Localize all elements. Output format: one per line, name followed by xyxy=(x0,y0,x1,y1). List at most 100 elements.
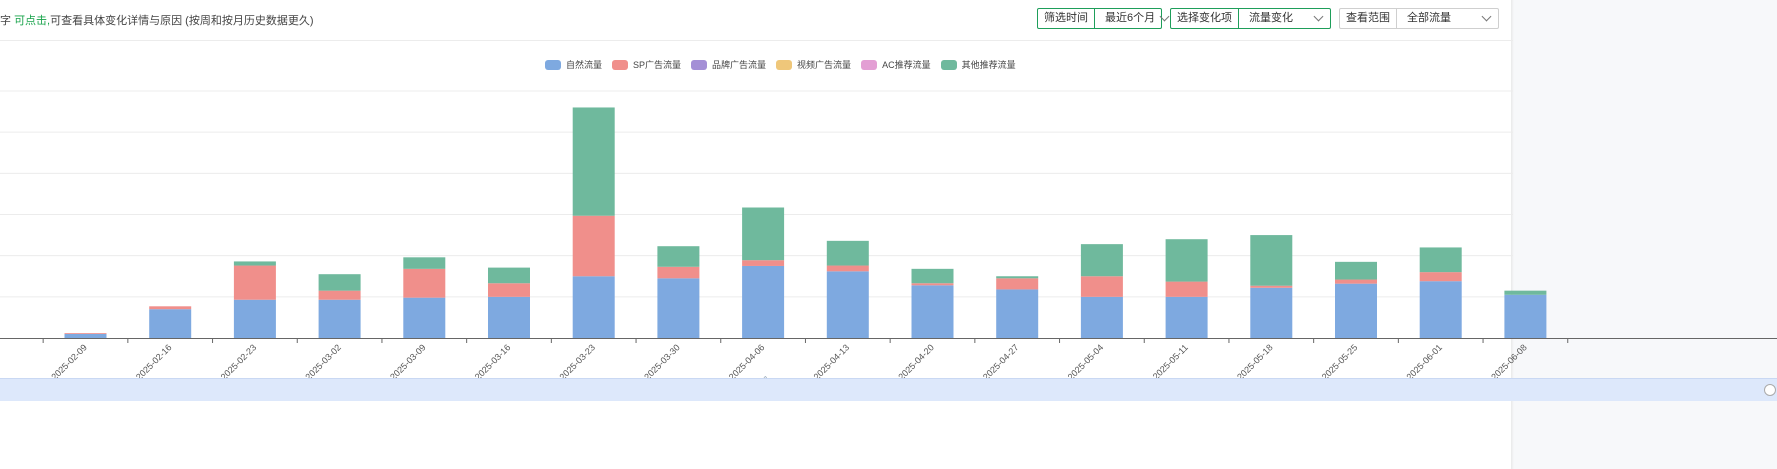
bar-segment[interactable] xyxy=(488,296,530,338)
x-tick-label: 2025-02-09 xyxy=(49,342,89,378)
bar-segment[interactable] xyxy=(1504,290,1547,295)
bar-segment[interactable] xyxy=(1250,287,1293,338)
bar-segment[interactable] xyxy=(318,290,361,300)
bar-segment[interactable] xyxy=(1080,276,1123,297)
bar-segment[interactable] xyxy=(826,265,869,272)
bar-segment[interactable] xyxy=(742,265,785,338)
x-tick-label: 2025-05-25 xyxy=(1320,342,1360,378)
x-tick-label: 2025-06-01 xyxy=(1404,342,1444,378)
bar-segment[interactable] xyxy=(1250,235,1293,286)
bar-segment[interactable] xyxy=(149,306,192,310)
legend-item-video-ads[interactable]: 视频广告流量 xyxy=(776,58,851,71)
bar-segment[interactable] xyxy=(742,207,785,261)
change-item-filter[interactable]: 选择变化项 流量变化 xyxy=(1170,8,1331,29)
bar-segment[interactable] xyxy=(572,107,615,216)
bar-segment[interactable] xyxy=(318,274,361,291)
bar-segment[interactable] xyxy=(1080,244,1123,277)
data-zoom-slider[interactable] xyxy=(0,378,1777,401)
bar-segment[interactable] xyxy=(64,333,107,334)
legend-item-sp-ads[interactable]: SP广告流量 xyxy=(612,58,681,71)
legend-swatch xyxy=(691,59,708,70)
change-item-filter-value: 流量变化 xyxy=(1249,12,1293,24)
bar-segment[interactable] xyxy=(403,257,446,269)
bar-segment[interactable] xyxy=(488,283,530,297)
x-tick-label: 2025-04-13 xyxy=(812,342,852,378)
x-tick-label: 2025-03-30 xyxy=(642,342,682,378)
bar-segment[interactable] xyxy=(996,276,1039,279)
bar-segment[interactable] xyxy=(572,276,615,338)
bar-segment[interactable] xyxy=(233,299,276,338)
bar-segment[interactable] xyxy=(1165,296,1208,338)
bar-segment[interactable] xyxy=(911,283,954,286)
legend-item-ac-recommend[interactable]: AC推荐流量 xyxy=(861,58,931,71)
legend-label: SP广告流量 xyxy=(633,60,682,70)
bar-segment[interactable] xyxy=(572,215,615,277)
toolbar: 字 可点击,可查看具体变化详情与原因 (按周和按月历史数据更久) 筛选时间 最近… xyxy=(0,0,1513,41)
hint-clickable: 可点击, xyxy=(14,15,51,27)
change-item-filter-select[interactable]: 流量变化 xyxy=(1239,9,1330,28)
bar-segment[interactable] xyxy=(1250,285,1293,288)
bar-segment[interactable] xyxy=(826,240,869,266)
x-tick-label: 2025-03-02 xyxy=(303,342,343,378)
zoom-grip-icon[interactable]: ⌃ xyxy=(762,375,769,384)
legend-label: 其他推荐流量 xyxy=(961,60,1016,70)
bar-segment[interactable] xyxy=(1419,247,1462,273)
bar-segment[interactable] xyxy=(403,297,446,338)
scope-filter[interactable]: 查看范围 全部流量 xyxy=(1339,8,1499,29)
x-tick-label: 2025-04-27 xyxy=(981,342,1021,378)
time-filter-value: 最近6个月 xyxy=(1105,12,1156,24)
bar-segment[interactable] xyxy=(996,278,1039,290)
bar-segment[interactable] xyxy=(1335,261,1377,280)
bar-segment[interactable] xyxy=(1419,272,1462,282)
legend-label: 自然流量 xyxy=(566,60,603,70)
legend-item-brand-ads[interactable]: 品牌广告流量 xyxy=(691,58,766,71)
legend-item-other-recommend[interactable]: 其他推荐流量 xyxy=(940,58,1016,71)
x-tick-label: 2025-04-20 xyxy=(896,342,936,378)
bar-segment[interactable] xyxy=(318,299,361,338)
bar-segment[interactable] xyxy=(742,260,785,266)
legend-swatch xyxy=(612,59,629,70)
bar-segment[interactable] xyxy=(149,309,192,338)
bar-segment[interactable] xyxy=(657,278,700,338)
hint-prefix: 字 xyxy=(0,15,11,27)
scope-filter-select[interactable]: 全部流量 xyxy=(1397,9,1498,28)
bar-segment[interactable] xyxy=(911,285,954,338)
bar-segment[interactable] xyxy=(1335,279,1377,284)
bar-segment[interactable] xyxy=(233,261,276,266)
zoom-end-handle[interactable] xyxy=(1764,384,1776,396)
chevron-down-icon xyxy=(1313,11,1324,22)
bar-segment[interactable] xyxy=(1504,294,1547,338)
chevron-down-icon xyxy=(1159,11,1170,22)
bar-segment[interactable] xyxy=(911,268,954,284)
hint-text: 字 可点击,可查看具体变化详情与原因 (按周和按月历史数据更久) xyxy=(0,12,314,28)
bar-segment[interactable] xyxy=(64,333,107,338)
change-item-filter-label: 选择变化项 xyxy=(1171,9,1239,28)
time-filter-select[interactable]: 最近6个月 xyxy=(1095,9,1176,28)
bar-segment[interactable] xyxy=(1335,283,1377,338)
time-filter[interactable]: 筛选时间 最近6个月 xyxy=(1037,8,1170,29)
bar-segment[interactable] xyxy=(657,266,700,279)
time-filter-label: 筛选时间 xyxy=(1038,9,1095,28)
legend-swatch xyxy=(861,59,878,70)
x-tick-label: 2025-04-06 xyxy=(727,342,767,378)
bar-segment[interactable] xyxy=(403,268,446,298)
legend-label: 品牌广告流量 xyxy=(712,60,767,70)
x-tick-label: 2025-06-08 xyxy=(1489,342,1529,378)
x-tick-label: 2025-02-23 xyxy=(219,342,259,378)
bar-segment[interactable] xyxy=(233,265,276,300)
x-tick-label: 2025-03-16 xyxy=(473,342,513,378)
legend-label: 视频广告流量 xyxy=(797,60,852,70)
bar-segment[interactable] xyxy=(1080,296,1123,338)
bar-segment[interactable] xyxy=(826,271,869,338)
legend-swatch xyxy=(776,59,793,70)
bar-segment[interactable] xyxy=(1165,239,1208,282)
legend-item-organic[interactable]: 自然流量 xyxy=(545,58,602,71)
bar-segment[interactable] xyxy=(488,267,530,284)
bar-segment[interactable] xyxy=(1419,281,1462,338)
bar-segment[interactable] xyxy=(996,289,1039,338)
bar-segment[interactable] xyxy=(1165,281,1208,297)
x-tick-label: 2025-05-04 xyxy=(1066,342,1106,378)
x-tick-label: 2025-03-09 xyxy=(388,342,428,378)
x-tick-label: 2025-03-23 xyxy=(557,342,597,378)
bar-segment[interactable] xyxy=(657,246,700,267)
